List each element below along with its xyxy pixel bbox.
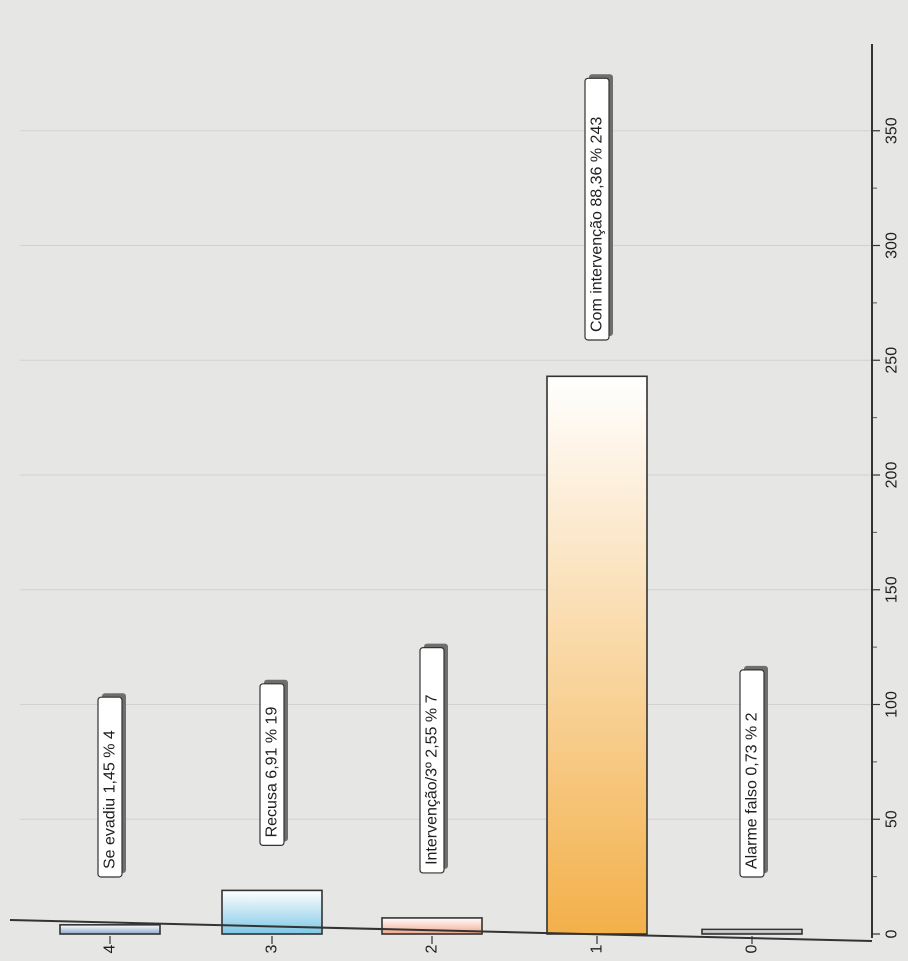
x-tick-label: 2 [424, 944, 441, 953]
y-tick-label: 300 [884, 232, 901, 259]
data-label-box [259, 683, 285, 846]
y-tick-label: 350 [884, 117, 901, 144]
bar [546, 375, 648, 935]
y-tick-label: 200 [884, 462, 901, 489]
data-label-text: Alarme falso 0,73 % 2 [744, 712, 761, 869]
bar [701, 928, 803, 935]
x-tick-label: 0 [744, 944, 761, 953]
data-label-text: Se evadiu 1,45 % 4 [102, 730, 119, 869]
y-tick-label: 150 [884, 576, 901, 603]
x-tick-label: 1 [589, 944, 606, 953]
bars [59, 375, 803, 935]
data-label-text: Com intervenção 88,36 % 243 [589, 117, 606, 332]
data-label-text: Recusa 6,91 % 19 [264, 707, 281, 838]
category-axis-line [9, 919, 873, 942]
x-tick-label: 4 [102, 944, 119, 953]
data-label: Intervenção/3º 2,55 % 7 [419, 643, 448, 874]
y-tick-label: 0 [884, 929, 901, 938]
y-tick-label: 50 [884, 810, 901, 828]
data-label-box [419, 647, 445, 874]
gridlines [20, 130, 872, 820]
data-label: Se evadiu 1,45 % 4 [97, 693, 126, 878]
data-label-box [739, 669, 765, 878]
data-label: Alarme falso 0,73 % 2 [739, 665, 768, 878]
bar [59, 924, 161, 935]
data-label-text: Intervenção/3º 2,55 % 7 [424, 694, 441, 865]
data-labels: Se evadiu 1,45 % 4 Recusa 6,91 % 19 Interv… [97, 74, 768, 878]
y-tick-label: 250 [884, 347, 901, 374]
x-tick-label: 3 [264, 944, 281, 953]
data-label-box [584, 77, 610, 341]
data-label: Recusa 6,91 % 19 [259, 679, 288, 846]
data-label: Com intervenção 88,36 % 243 [584, 74, 613, 341]
y-tick-label: 100 [884, 691, 901, 718]
data-label-box [97, 696, 123, 878]
axes: 0 50 100 150 200 250 300 350 4 3 2 1 0 [9, 44, 901, 953]
